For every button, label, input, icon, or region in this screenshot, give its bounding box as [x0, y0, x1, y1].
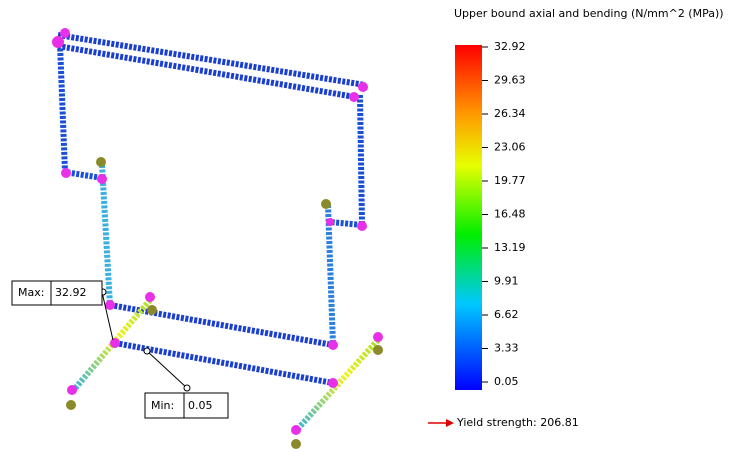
model	[52, 28, 383, 449]
min-label: Min:	[151, 399, 174, 412]
max-value: 32.92	[55, 286, 87, 299]
yield-arrow	[428, 419, 454, 427]
tick-label: 6.62	[494, 308, 519, 321]
tick-label: 3.33	[494, 342, 519, 355]
tick-label: 9.91	[494, 275, 519, 288]
yield-strength: Yield strength: 206.81	[456, 416, 579, 429]
max-callout: Max: 32.92	[12, 281, 113, 340]
min-value: 0.05	[188, 399, 213, 412]
legend-ticks: 32.92 29.63 26.34 23.06 19.77 16.48 13.19 9.91 6…	[482, 40, 526, 388]
tick-label: 16.48	[494, 208, 526, 221]
tick-label: 26.34	[494, 107, 526, 120]
legend-title: Upper bound axial and bending (N/mm^2 (M…	[454, 7, 724, 20]
tick-label: 13.19	[494, 241, 526, 254]
tick-label: 0.05	[494, 375, 519, 388]
tick-label: 32.92	[494, 40, 526, 53]
stress-plot: Max: 32.92 Min: 0.05 Upper bound axial a…	[0, 0, 752, 452]
tick-label: 23.06	[494, 141, 526, 154]
color-bar	[455, 45, 482, 390]
tick-label: 29.63	[494, 74, 526, 87]
tick-label: 19.77	[494, 174, 526, 187]
max-label: Max:	[18, 286, 44, 299]
